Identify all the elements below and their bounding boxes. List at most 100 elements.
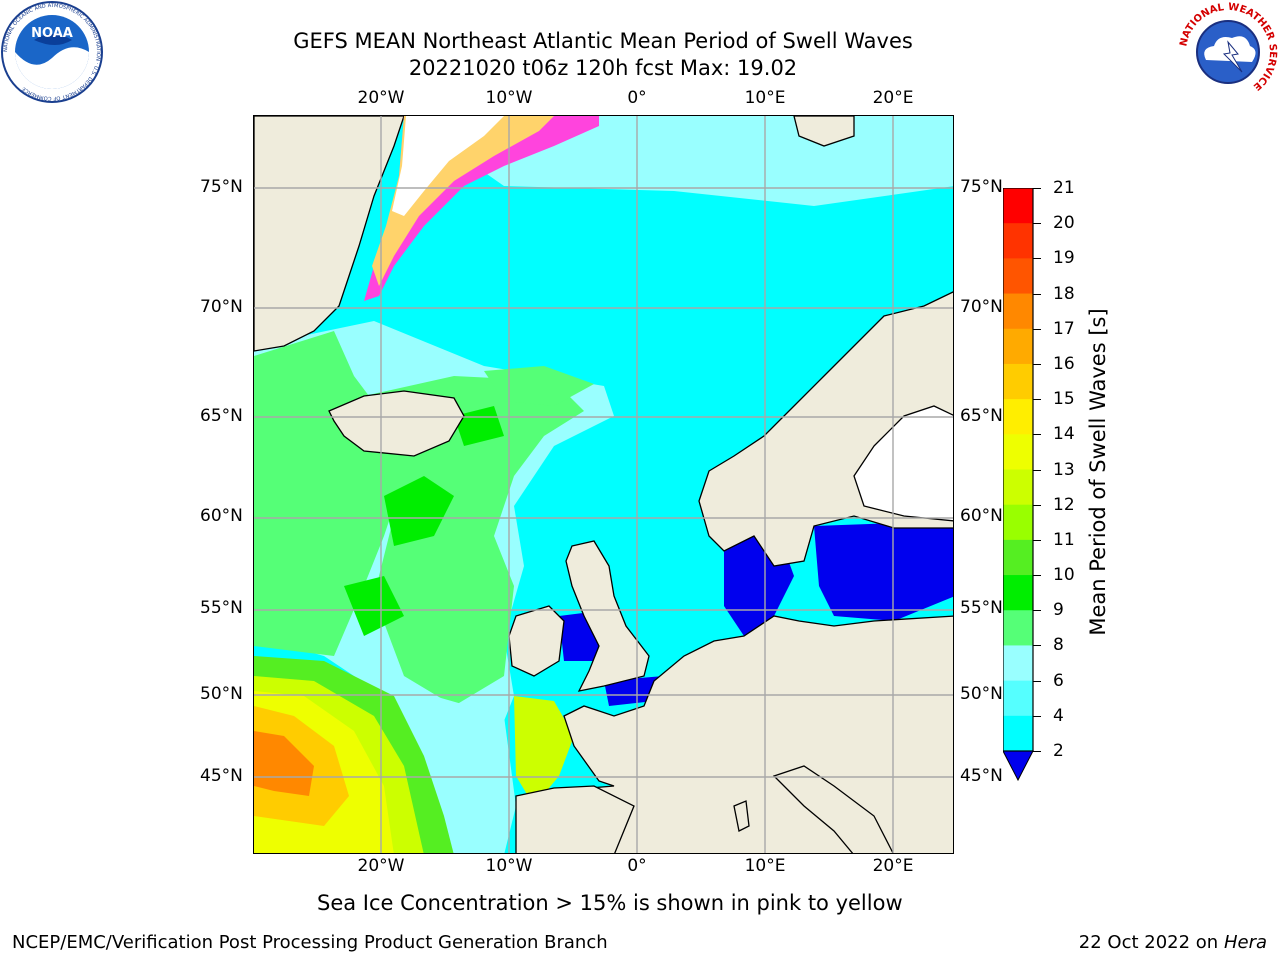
colorbar-tick-label: 20 [1053, 213, 1075, 234]
colorbar-block [1003, 223, 1033, 259]
swell-field-11-12 [344, 576, 404, 636]
noaa-logo: NOAA NATIONAL OCEANIC AND ATMOSPHERIC AD… [0, 0, 104, 104]
lat-label-left: 45°N [200, 766, 243, 786]
colorbar [1002, 187, 1034, 782]
swell-field-10-11 [364, 376, 584, 706]
colorbar-block [1003, 328, 1033, 365]
footer-machine: Hera [1223, 932, 1267, 953]
colorbar-tick-mark [1033, 399, 1041, 401]
lon-label-bottom: 0° [627, 856, 647, 876]
colorbar-block [1003, 399, 1033, 435]
colorbar-blocks [1003, 188, 1033, 752]
colorbar-block [1003, 715, 1033, 752]
lat-label-right: 50°N [960, 684, 1003, 704]
swell-field-12-13 [514, 696, 574, 806]
colorbar-tick-mark [1033, 610, 1041, 612]
colorbar-tick-label: 16 [1053, 353, 1075, 374]
colorbar-tick-label: 4 [1053, 705, 1064, 726]
footer-right: 22 Oct 2022 on Hera [1079, 932, 1267, 953]
lon-label-bottom: 10°E [744, 856, 786, 876]
graticule [254, 116, 953, 853]
lon-label-top: 0° [627, 88, 647, 108]
colorbar-tick-label: 10 [1053, 565, 1075, 586]
colorbar-tick-mark [1033, 223, 1041, 225]
chart-title: GEFS MEAN Northeast Atlantic Mean Period… [293, 29, 913, 53]
swell-field-17-18 [254, 731, 314, 796]
colorbar-tick-label: 15 [1053, 389, 1075, 410]
nws-logo: NATIONAL WEATHER SERVICE [1178, 2, 1278, 102]
colorbar-block [1003, 575, 1033, 611]
colorbar-tick-label: 14 [1053, 424, 1075, 445]
lon-label-bottom: 10°W [485, 856, 533, 876]
sea-ice-pack [392, 116, 504, 216]
great-britain-landmass [565, 540, 650, 692]
colorbar-tick-label: 2 [1053, 741, 1064, 761]
lon-label-top: 20°W [357, 88, 405, 108]
colorbar-extend-triangle [1002, 750, 1034, 782]
lat-label-right: 70°N [960, 297, 1003, 317]
lat-label-left: 70°N [200, 297, 243, 317]
lat-label-left: 50°N [200, 684, 243, 704]
colorbar-tick-mark [1033, 539, 1041, 541]
sea-ice-caption: Sea Ice Concentration > 15% is shown in … [317, 891, 903, 915]
colorbar-tick-label: 19 [1053, 248, 1075, 269]
colorbar-block [1003, 469, 1033, 506]
colorbar-tick-label: 21 [1053, 178, 1075, 198]
colorbar-tick-mark [1033, 363, 1041, 365]
map-panel [253, 115, 954, 854]
italy-landmass [772, 765, 894, 853]
lat-label-left: 75°N [200, 177, 243, 197]
colorbar-block [1003, 645, 1033, 682]
lat-label-left: 65°N [200, 406, 243, 426]
colorbar-tick-mark [1033, 469, 1041, 471]
colorbar-label: Mean Period of Swell Waves [s] [1086, 308, 1110, 636]
colorbar-tick-mark [1033, 645, 1041, 647]
svalbard-landmass [793, 116, 855, 147]
colorbar-tick-mark [1033, 680, 1041, 682]
swell-field-11-12 [384, 476, 454, 546]
greenland-landmass [254, 116, 405, 352]
lon-label-top: 10°W [485, 88, 533, 108]
colorbar-tick-mark [1033, 188, 1041, 189]
colorbar-tick-mark [1033, 258, 1041, 260]
colorbar-block [1003, 258, 1033, 295]
lat-label-right: 45°N [960, 766, 1003, 786]
footer-left: NCEP/EMC/Verification Post Processing Pr… [12, 932, 608, 953]
lat-label-right: 60°N [960, 506, 1003, 526]
colorbar-block [1003, 363, 1033, 400]
lon-label-bottom: 20°E [872, 856, 914, 876]
iceland-landmass [328, 390, 465, 457]
colorbar-tick-label: 8 [1053, 635, 1064, 656]
colorbar-tick-mark [1033, 293, 1041, 295]
gulf-of-bothnia [853, 405, 953, 522]
colorbar-tick-label: 12 [1053, 494, 1075, 515]
colorbar-tick-label: 17 [1053, 318, 1075, 339]
colorbar-tick-label: 6 [1053, 670, 1064, 691]
colorbar-tick-label: 11 [1053, 529, 1075, 550]
lat-label-right: 65°N [960, 406, 1003, 426]
colorbar-block [1003, 680, 1033, 717]
swell-field-11-12 [454, 406, 504, 446]
footer-date: 22 Oct 2022 on [1078, 932, 1224, 953]
swell-field-10-11 [484, 366, 594, 406]
colorbar-block [1003, 610, 1033, 647]
chart-subtitle: 20221020 t06z 120h fcst Max: 19.02 [408, 56, 798, 80]
colorbar-block [1003, 504, 1033, 541]
colorbar-tick-mark [1033, 328, 1041, 330]
lon-label-top: 10°E [744, 88, 786, 108]
lat-label-right: 75°N [960, 177, 1003, 197]
colorbar-tick-label: 13 [1053, 459, 1075, 480]
colorbar-tick-label: 9 [1053, 600, 1064, 621]
lon-label-bottom: 20°W [357, 856, 405, 876]
lat-label-right: 55°N [960, 598, 1003, 618]
colorbar-block [1003, 188, 1033, 224]
colorbar-tick-label: 18 [1053, 283, 1075, 304]
colorbar-tick-mark [1033, 751, 1041, 752]
colorbar-block [1003, 434, 1033, 471]
colorbar-tick-mark [1033, 504, 1041, 506]
colorbar-tick-mark [1033, 715, 1041, 717]
iberia-landmass [515, 785, 635, 853]
colorbar-block [1003, 293, 1033, 330]
corsica-landmass [733, 800, 750, 832]
lat-label-left: 60°N [200, 506, 243, 526]
